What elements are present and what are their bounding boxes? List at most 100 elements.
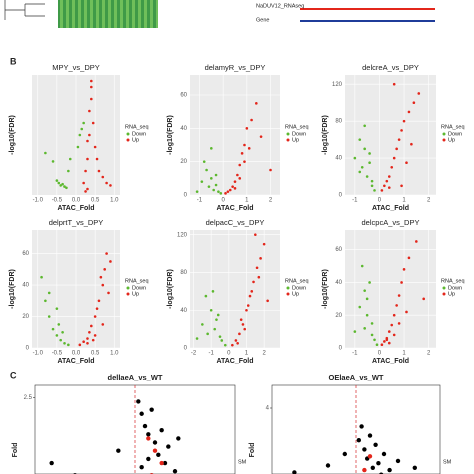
point [405, 161, 408, 164]
point [219, 192, 223, 195]
point [149, 407, 154, 412]
point [93, 145, 97, 149]
legend-swatch [286, 286, 290, 290]
panel: delcpcA_vs_DPY 0 20 40 60 -1 0 1 2 ATAC_Fold -log1… [322, 218, 465, 365]
point [392, 313, 396, 317]
y-tick-label: 0 [184, 346, 188, 352]
point [387, 330, 391, 333]
x-tick-label: -2 [191, 351, 197, 357]
x-axis-label: ATAC_Fold [216, 358, 253, 365]
point [51, 327, 55, 331]
panel: dellaeA_vs_WT 2.5 Fold SM [12, 373, 247, 474]
panel-label: C [10, 370, 17, 380]
point [233, 187, 237, 190]
y-axis-label: -log10(FDR) [322, 115, 329, 155]
legend-label: Down [292, 285, 306, 291]
point [248, 294, 252, 298]
point [231, 185, 234, 188]
x-axis-label: ATAC_Fold [372, 205, 409, 212]
x-tick-label: 2 [262, 351, 266, 357]
x-tick-label: 0.5 [91, 198, 100, 204]
point [63, 185, 66, 188]
point [407, 256, 411, 260]
point [262, 242, 266, 246]
legend-label: Up [448, 137, 455, 143]
track-label: NaDUV12_RNAseq [256, 3, 304, 9]
y-tick-label: 80 [180, 270, 187, 276]
track [300, 8, 435, 10]
point [383, 184, 386, 188]
point [206, 332, 209, 336]
point [243, 160, 246, 163]
top-strip: NaDUV12_RNAseq Gene [4, 0, 435, 28]
point [250, 290, 254, 293]
x-tick-label: 0 [378, 351, 382, 357]
plot-area [190, 75, 280, 195]
point [88, 330, 91, 334]
point [243, 327, 247, 331]
x-tick-label: 1 [402, 351, 406, 357]
y-tick-label: 2.5 [24, 395, 33, 401]
legend-title: RNA_seq [125, 278, 149, 284]
annotation: SM [443, 459, 452, 465]
point [392, 156, 396, 160]
point [217, 190, 220, 193]
point [368, 281, 371, 284]
chart-title: delprtT_vs_DPY [49, 218, 104, 227]
point [373, 442, 378, 447]
point [200, 180, 204, 183]
point [116, 448, 121, 453]
point [82, 340, 85, 344]
annotation: SM [238, 459, 247, 465]
point [353, 330, 357, 333]
legend-title: RNA_seq [441, 278, 465, 284]
legend-label: Down [448, 131, 462, 137]
point [233, 180, 237, 183]
point [392, 333, 396, 337]
point [101, 323, 105, 326]
chart-title: delcreA_vs_DPY [362, 63, 419, 72]
legend-label: Down [292, 131, 306, 137]
legend-title: RNA_seq [441, 124, 465, 130]
point [99, 275, 103, 279]
panel: delamyR_vs_DPY 0 20 40 60 -1 0 1 2 ATAC_Fold -log1… [167, 63, 309, 212]
point [387, 467, 392, 473]
x-tick-label: 0.0 [72, 351, 81, 357]
point [49, 460, 54, 466]
point [213, 327, 217, 331]
legend-swatch [126, 138, 130, 142]
point [400, 184, 403, 188]
point [360, 264, 364, 268]
x-tick-label: -0.5 [52, 198, 63, 204]
point [395, 458, 401, 464]
x-tick-label: 1 [245, 198, 249, 204]
point [67, 343, 70, 347]
legend-swatch [286, 292, 290, 296]
x-tick-label: -1 [352, 198, 358, 204]
legend-label: Up [132, 291, 139, 297]
y-axis-label: -log10(FDR) [9, 115, 16, 155]
legend-swatch [442, 138, 446, 142]
point [156, 452, 161, 458]
point [84, 169, 87, 173]
y-tick-label: 20 [22, 314, 29, 320]
point [405, 310, 408, 314]
point [103, 268, 106, 271]
y-axis-label: -log10(FDR) [9, 269, 16, 309]
legend-swatch [286, 132, 290, 136]
point [387, 175, 391, 178]
point [362, 467, 367, 473]
point [246, 304, 250, 307]
point [397, 294, 401, 297]
point [47, 315, 51, 318]
point [250, 118, 253, 122]
point [257, 275, 261, 279]
panel: OElaeA_vs_WT 4 Fold SM [249, 373, 452, 474]
point [86, 341, 89, 345]
point [218, 335, 222, 338]
y-tick-label: 4 [266, 406, 270, 412]
legend-swatch [286, 138, 290, 142]
point [240, 152, 244, 155]
x-axis-label: ATAC_Fold [216, 205, 253, 212]
point [57, 181, 61, 185]
